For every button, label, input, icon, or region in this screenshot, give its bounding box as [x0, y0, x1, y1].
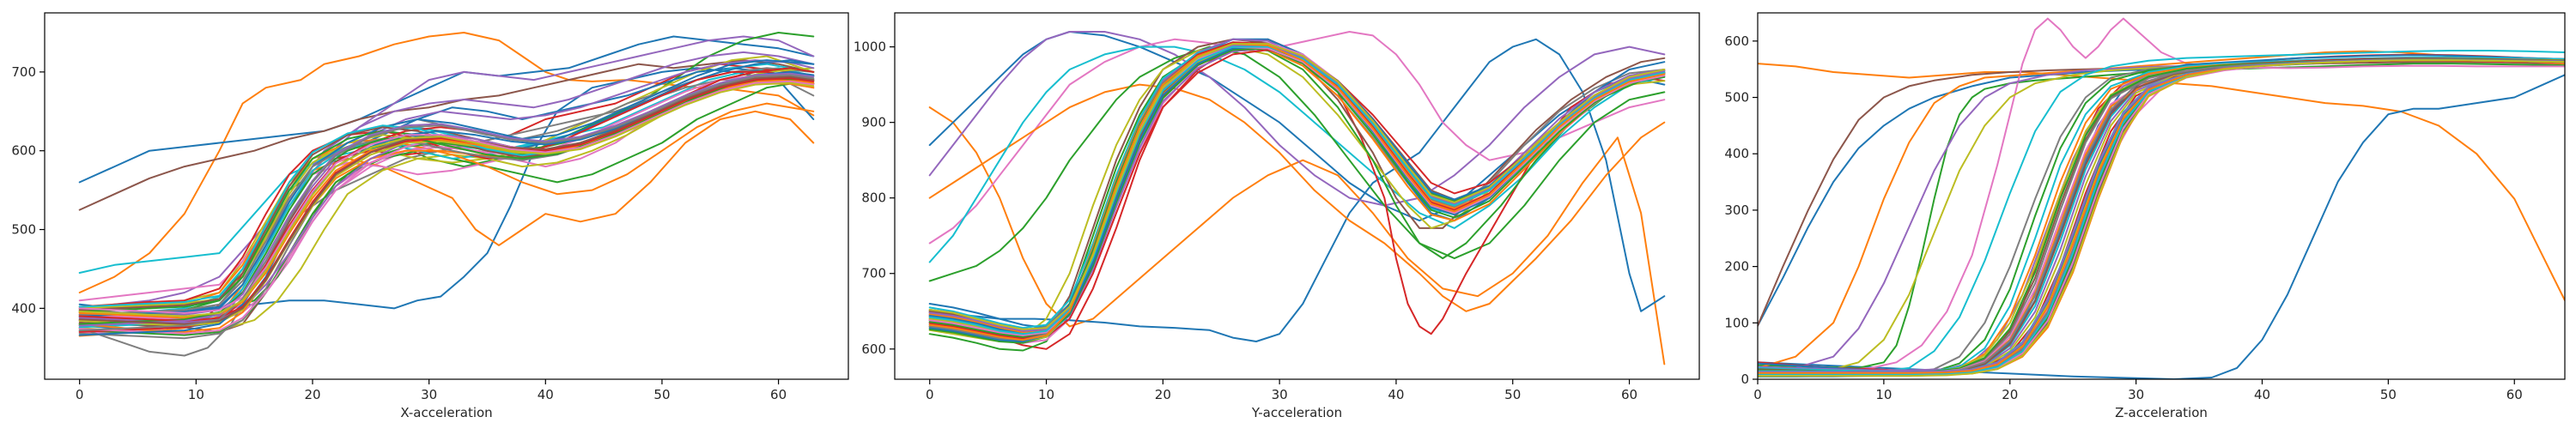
x-acceleration-x-tick-label: 10 [188, 387, 204, 402]
y-acceleration-axes-frame [894, 12, 1700, 380]
x-acceleration-series-line-9 [78, 79, 815, 357]
z-acceleration-x-tick-label: 40 [2254, 387, 2270, 402]
x-acceleration-y-tick-label: 700 [11, 64, 36, 80]
x-acceleration-series-line-46 [78, 80, 815, 314]
y-acceleration-series-line-3 [928, 31, 1666, 207]
x-acceleration-x-tick-label: 30 [421, 387, 437, 402]
y-acceleration-x-tick-label: 20 [1155, 387, 1171, 402]
z-acceleration-y-tick-label: 600 [1724, 33, 1749, 49]
y-acceleration-y-tick-label: 900 [861, 115, 886, 130]
y-acceleration-series-line-4 [928, 31, 1666, 245]
z-acceleration-x-tick-label: 50 [2380, 387, 2397, 402]
y-acceleration-series-layer [928, 31, 1666, 366]
x-acceleration-x-ticks: 0 10 20 30 40 50 60 [76, 379, 787, 402]
z-acceleration-y-tick-label: 300 [1724, 202, 1749, 218]
z-acceleration-x-tick-label: 0 [1753, 387, 1762, 402]
x-acceleration-panel: 0 10 20 30 40 50 60 400 500 600 700 X-acceleratio… [11, 12, 849, 420]
z-acceleration-x-tick-label: 60 [2506, 387, 2523, 402]
x-acceleration-y-tick-label: 600 [11, 143, 36, 159]
z-acceleration-panel: 0 10 20 30 40 50 60 0 100 200 300 400 500 600 Z-acce… [1724, 12, 2566, 420]
y-acceleration-x-tick-label: 60 [1621, 387, 1637, 402]
y-acceleration-y-tick-label: 600 [861, 341, 886, 357]
x-acceleration-series-line-5 [78, 35, 815, 310]
x-acceleration-series-line-2 [78, 35, 815, 184]
y-acceleration-y-tick-label: 800 [861, 190, 886, 206]
y-acceleration-x-tick-label: 0 [926, 387, 934, 402]
x-acceleration-series-line-47 [78, 74, 815, 332]
z-acceleration-y-tick-label: 500 [1724, 90, 1749, 106]
z-acceleration-x-tick-label: 10 [1875, 387, 1892, 402]
x-acceleration-y-ticks: 400 500 600 700 [11, 64, 45, 316]
y-acceleration-x-tick-label: 10 [1038, 387, 1054, 402]
x-acceleration-x-tick-label: 60 [770, 387, 787, 402]
x-acceleration-axes-frame [44, 12, 849, 380]
y-acceleration-y-ticks: 600 700 800 900 1000 [854, 39, 895, 357]
z-acceleration-series-layer [1758, 17, 2565, 379]
y-acceleration-xlabel: Y-acceleration [1251, 405, 1342, 420]
x-acceleration-series-line-3 [78, 59, 815, 211]
x-acceleration-series-line-44 [78, 72, 815, 327]
z-acceleration-y-tick-label: 200 [1724, 259, 1749, 275]
z-acceleration-series-line-5 [1758, 17, 2565, 375]
y-acceleration-x-ticks: 0 10 20 30 40 50 60 [926, 379, 1637, 402]
x-acceleration-y-tick-label: 400 [11, 300, 36, 316]
y-acceleration-x-tick-label: 50 [1504, 387, 1521, 402]
y-acceleration-x-tick-label: 40 [1388, 387, 1404, 402]
x-acceleration-series-line-30 [78, 59, 815, 317]
y-acceleration-series-line-7 [928, 45, 1666, 282]
y-acceleration-panel: 0 10 20 30 40 50 60 600 700 800 900 1000 Y-acceler… [854, 12, 1700, 420]
y-acceleration-y-tick-label: 700 [861, 266, 886, 281]
x-acceleration-series-layer [78, 32, 815, 357]
y-acceleration-y-tick-label: 1000 [854, 39, 886, 55]
x-acceleration-y-tick-label: 500 [11, 222, 36, 238]
x-acceleration-series-line-43 [78, 77, 815, 322]
y-acceleration-series-line-48 [928, 43, 1666, 330]
x-acceleration-x-tick-label: 0 [76, 387, 84, 402]
x-acceleration-series-line-21 [78, 102, 815, 313]
y-acceleration-series-line-46 [928, 45, 1666, 335]
z-acceleration-x-tick-label: 30 [2128, 387, 2144, 402]
z-acceleration-xlabel: Z-acceleration [2115, 405, 2208, 420]
z-acceleration-y-tick-label: 100 [1724, 315, 1749, 330]
x-acceleration-x-tick-label: 20 [304, 387, 320, 402]
z-acceleration-series-line-48 [1758, 59, 2565, 378]
x-acceleration-x-tick-label: 40 [538, 387, 554, 402]
x-acceleration-series-line-48 [78, 82, 815, 317]
z-acceleration-x-tick-label: 20 [2002, 387, 2018, 402]
x-acceleration-x-tick-label: 50 [653, 387, 670, 402]
y-acceleration-series-line-5 [928, 83, 1666, 312]
z-acceleration-y-tick-label: 400 [1724, 146, 1749, 161]
z-acceleration-axes-frame [1757, 12, 2566, 380]
y-acceleration-x-tick-label: 30 [1272, 387, 1288, 402]
z-acceleration-series-line-9 [1758, 50, 2565, 375]
z-acceleration-y-ticks: 0 100 200 300 400 500 600 [1724, 33, 1758, 387]
z-acceleration-x-ticks: 0 10 20 30 40 50 60 [1753, 379, 2523, 402]
x-acceleration-xlabel: X-acceleration [400, 405, 492, 420]
y-acceleration-series-line-0 [928, 106, 1666, 366]
z-acceleration-y-tick-label: 0 [1741, 372, 1749, 387]
